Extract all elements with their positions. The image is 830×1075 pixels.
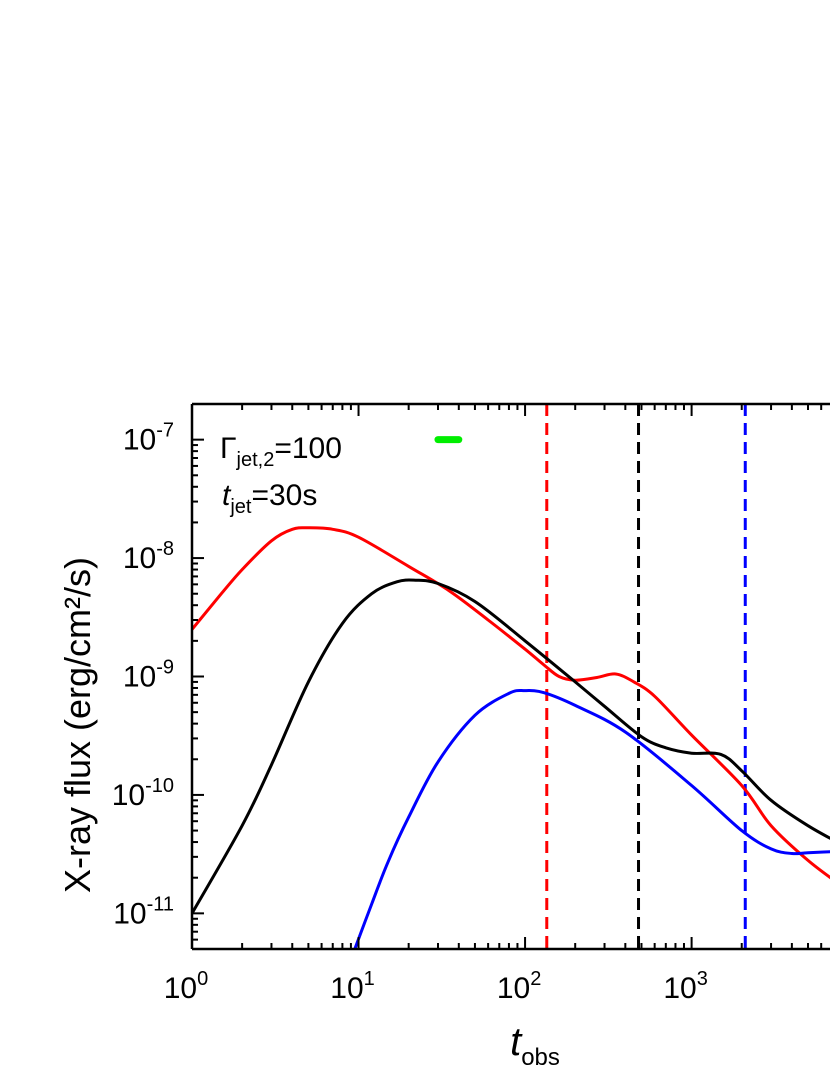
y-tick-label: 10-10	[112, 775, 174, 812]
y-tick-label: 10-7	[123, 420, 174, 457]
reference-lines	[545, 404, 747, 949]
x-axis-label: tobs	[510, 1020, 560, 1071]
x-tick-label: 101	[330, 968, 375, 1005]
series-line	[353, 688, 830, 949]
series-line	[192, 578, 830, 915]
x-axis-ticks: 100 101 102 103	[164, 404, 823, 1005]
annotation-tjet: tjet=30s	[222, 479, 317, 518]
plot-area	[192, 404, 830, 949]
x-axis-label-main: t	[510, 1020, 523, 1064]
annotation-gamma: Γjet,2=100	[220, 432, 342, 471]
annotations: Γjet,2=100 tjet=30s	[220, 432, 342, 518]
x-axis-label-sub: obs	[521, 1044, 560, 1071]
x-tick-label: 103	[663, 968, 708, 1005]
series-group	[192, 526, 830, 949]
series-line	[192, 526, 830, 880]
x-tick-label: 100	[164, 968, 209, 1005]
y-axis-label: X-ray flux (erg/cm²/s)	[57, 557, 98, 893]
y-tick-label: 10-9	[123, 657, 174, 694]
y-tick-label: 10-11	[113, 893, 174, 930]
y-axis-ticks: 10-11 10-10 10-9 10-8 10-7	[112, 403, 204, 950]
x-tick-label: 102	[497, 968, 542, 1005]
y-tick-label: 10-8	[123, 538, 174, 575]
